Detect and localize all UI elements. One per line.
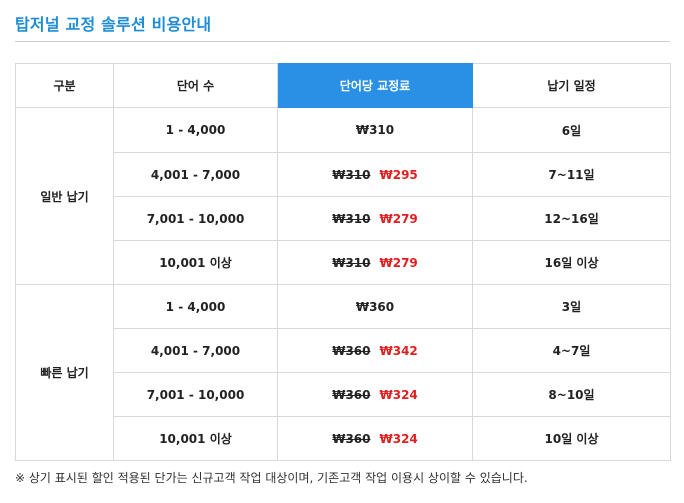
discounted-price: ₩295 bbox=[379, 167, 418, 182]
original-price: ₩360 bbox=[332, 343, 371, 358]
price-cell: ₩310 ₩295 bbox=[277, 152, 473, 197]
word-range-cell: 1 - 4,000 bbox=[113, 107, 278, 153]
header-category: 구분 bbox=[15, 63, 114, 108]
header-words: 단어 수 bbox=[113, 63, 278, 108]
price-cell: ₩310 ₩279 bbox=[277, 196, 473, 241]
word-range-cell: 4,001 - 7,000 bbox=[113, 328, 278, 373]
price-cell: ₩360 ₩342 bbox=[277, 328, 473, 373]
page-title: 탑저널 교정 솔루션 비용안내 bbox=[15, 15, 212, 34]
table-row: 일반 납기 1 - 4,000 ₩310 6일 bbox=[15, 107, 671, 285]
price-cell: ₩360 ₩324 bbox=[277, 416, 473, 461]
original-price: ₩360 bbox=[332, 431, 371, 446]
price-cell: ₩360 bbox=[277, 284, 473, 329]
schedule-cell: 16일 이상 bbox=[472, 240, 671, 285]
table-row: 4,001 - 7,000 ₩310 ₩295 7~11일 bbox=[16, 152, 671, 197]
table-row: 빠른 납기 1 - 4,000 ₩360 3일 bbox=[15, 284, 671, 461]
discounted-price: ₩324 bbox=[379, 431, 418, 446]
table-row: 7,001 - 10,000 ₩310 ₩279 12~16일 bbox=[16, 196, 671, 241]
discounted-price: ₩279 bbox=[379, 255, 418, 270]
schedule-cell: 12~16일 bbox=[472, 196, 671, 241]
footnote: ※ 상기 표시된 할인 적용된 단가는 신규고객 작업 대상이며, 기존고객 작… bbox=[15, 471, 528, 485]
schedule-cell: 10일 이상 bbox=[472, 416, 671, 461]
schedule-cell: 7~11일 bbox=[472, 152, 671, 197]
header-schedule: 납기 일정 bbox=[472, 63, 671, 108]
pricing-table: 구분 단어 수 단어당 교정료 납기 일정 일반 납기 1 - 4,000 ₩3… bbox=[15, 63, 671, 461]
schedule-cell: 3일 bbox=[472, 284, 671, 329]
original-price: ₩310 bbox=[332, 167, 371, 182]
schedule-cell: 8~10일 bbox=[472, 372, 671, 417]
original-price: ₩310 bbox=[332, 211, 371, 226]
word-range-cell: 10,001 이상 bbox=[113, 416, 278, 461]
discounted-price: ₩342 bbox=[379, 343, 418, 358]
price: ₩310 bbox=[355, 123, 395, 137]
header-price: 단어당 교정료 bbox=[277, 63, 473, 108]
title-divider bbox=[15, 41, 670, 42]
word-range-cell: 10,001 이상 bbox=[113, 240, 278, 285]
table-row: 7,001 - 10,000 ₩360 ₩324 8~10일 bbox=[16, 372, 671, 417]
schedule-cell: 6일 bbox=[472, 107, 671, 153]
price-cell: ₩310 ₩279 bbox=[277, 240, 473, 285]
pricing-table-container: 구분 단어 수 단어당 교정료 납기 일정 일반 납기 1 - 4,000 ₩3… bbox=[15, 63, 671, 461]
group-label-standard: 일반 납기 bbox=[15, 107, 114, 285]
price-cell: ₩310 bbox=[277, 107, 473, 153]
word-range-cell: 4,001 - 7,000 bbox=[113, 152, 278, 197]
table-row: 10,001 이상 ₩310 ₩279 16일 이상 bbox=[16, 240, 671, 285]
price: ₩360 bbox=[355, 299, 395, 314]
table-header-row: 구분 단어 수 단어당 교정료 납기 일정 bbox=[15, 63, 671, 108]
word-range-cell: 7,001 - 10,000 bbox=[113, 372, 278, 417]
table-row: 10,001 이상 ₩360 ₩324 10일 이상 bbox=[16, 416, 671, 461]
group-label-express: 빠른 납기 bbox=[15, 284, 114, 461]
price-cell: ₩360 ₩324 bbox=[277, 372, 473, 417]
original-price: ₩360 bbox=[332, 387, 371, 402]
table-row: 4,001 - 7,000 ₩360 ₩342 4~7일 bbox=[16, 328, 671, 373]
discounted-price: ₩324 bbox=[379, 387, 418, 402]
discounted-price: ₩279 bbox=[379, 211, 418, 226]
word-range-cell: 1 - 4,000 bbox=[113, 284, 278, 329]
original-price: ₩310 bbox=[332, 255, 371, 270]
word-range-cell: 7,001 - 10,000 bbox=[113, 196, 278, 241]
schedule-cell: 4~7일 bbox=[472, 328, 671, 373]
